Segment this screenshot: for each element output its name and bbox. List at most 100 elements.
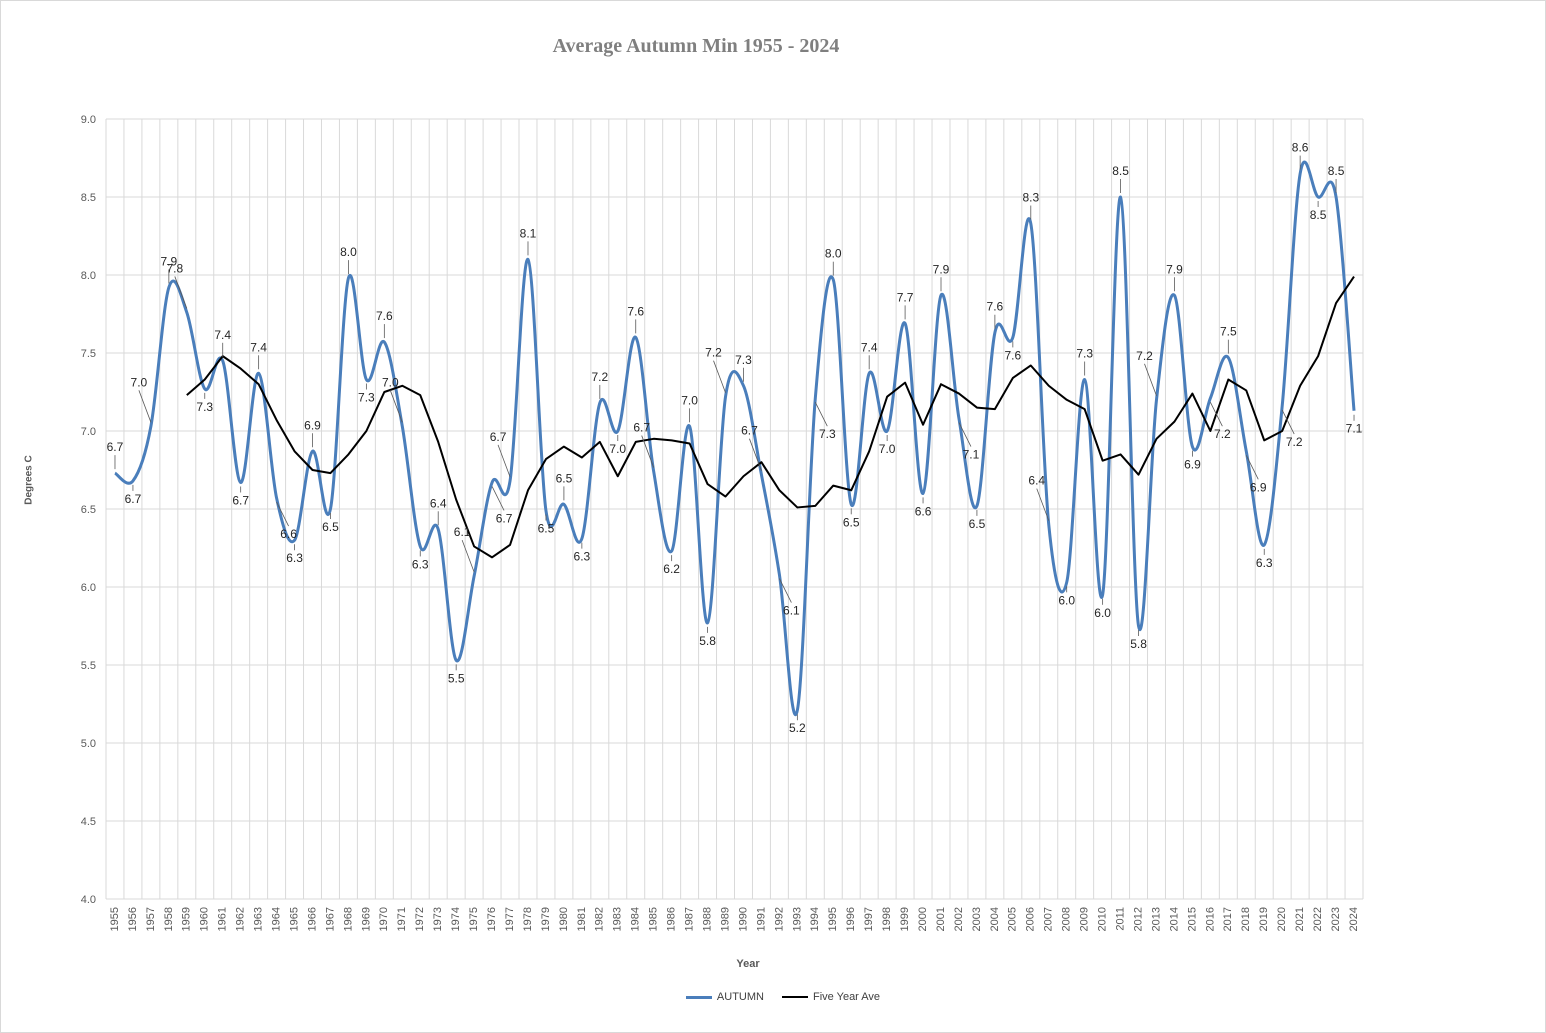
x-tick-label: 1995	[827, 907, 839, 931]
data-label: 7.6	[376, 309, 393, 323]
x-tick-label: 2011	[1114, 907, 1126, 931]
data-label-leader	[958, 422, 972, 447]
x-tick-label: 1978	[522, 907, 534, 931]
data-label: 6.6	[280, 527, 297, 541]
x-tick-label: 2015	[1186, 907, 1198, 931]
x-tick-label: 2000	[917, 907, 929, 931]
x-tick-label: 1966	[306, 907, 318, 931]
x-tick-label: 1989	[719, 907, 731, 931]
data-label: 6.7	[633, 421, 650, 435]
x-axis-label: Year	[736, 958, 760, 970]
x-tick-label: 1983	[612, 907, 624, 931]
x-tick-label: 1969	[360, 907, 372, 931]
y-tick-label: 8.0	[81, 270, 96, 282]
x-tick-label: 2012	[1132, 907, 1144, 931]
x-tick-label: 1984	[630, 907, 642, 931]
x-tick-label: 1972	[414, 907, 426, 931]
x-tick-label: 1997	[863, 907, 875, 931]
x-tick-label: 1973	[432, 907, 444, 931]
y-tick-label: 4.5	[81, 816, 96, 828]
data-label: 7.3	[196, 400, 213, 414]
data-label: 6.5	[322, 520, 339, 534]
data-label: 8.5	[1112, 164, 1129, 178]
x-tick-label: 1994	[809, 907, 821, 931]
y-tick-label: 5.5	[81, 660, 96, 672]
x-tick-label: 1957	[145, 907, 157, 931]
x-tick-label: 1988	[701, 907, 713, 931]
data-label: 7.3	[358, 391, 375, 405]
x-tick-label: 1980	[558, 907, 570, 931]
legend-swatch-autumn	[685, 995, 712, 999]
data-label: 7.4	[250, 340, 267, 354]
data-label-leader	[276, 501, 289, 527]
x-tick-label: 1967	[324, 907, 336, 931]
y-tick-label: 5.0	[81, 738, 96, 750]
legend: AUTUMN Five Year Ave	[0, 991, 1546, 1003]
data-label: 6.9	[1184, 458, 1201, 472]
data-label: 6.0	[1058, 593, 1075, 607]
x-tick-label: 1961	[217, 907, 229, 931]
data-label: 7.6	[627, 304, 644, 318]
data-label: 8.6	[1292, 141, 1309, 155]
data-label: 6.5	[556, 471, 573, 485]
x-tick-label: 1981	[576, 907, 588, 931]
data-label: 7.0	[681, 393, 698, 407]
x-tick-label: 2006	[1025, 907, 1037, 931]
x-tick-label: 2019	[1258, 907, 1270, 931]
data-label-leader	[641, 435, 655, 468]
autumn-series-line	[114, 160, 1356, 716]
x-tick-label: 1982	[594, 907, 606, 931]
data-label: 7.2	[1136, 349, 1153, 363]
x-tick-label: 1965	[288, 907, 300, 931]
data-label: 8.3	[1022, 191, 1039, 205]
x-tick-label: 2001	[935, 907, 947, 931]
data-label: 8.1	[520, 226, 537, 240]
x-tick-label: 1962	[235, 907, 247, 931]
x-tick-label: 1987	[684, 907, 696, 931]
data-label: 7.4	[861, 340, 878, 354]
x-tick-label: 1963	[253, 907, 265, 931]
x-tick-label: 2024	[1348, 907, 1360, 931]
x-tick-label: 2021	[1294, 907, 1306, 931]
y-tick-label: 4.0	[81, 894, 96, 906]
x-tick-label: 1993	[791, 907, 803, 931]
data-label: 7.2	[1286, 435, 1303, 449]
five-year-ave-line	[186, 275, 1355, 559]
y-tick-label: 8.5	[81, 192, 96, 204]
data-label: 7.0	[879, 442, 896, 456]
data-label: 6.7	[496, 511, 513, 525]
data-label: 7.7	[897, 290, 914, 304]
data-label: 6.1	[783, 604, 800, 618]
data-label: 7.9	[1166, 262, 1183, 276]
data-label-leader	[138, 390, 152, 423]
data-label: 6.7	[741, 424, 758, 438]
x-tick-label: 1956	[127, 907, 139, 931]
x-tick-label: 2009	[1079, 907, 1091, 931]
legend-swatch-five-year-ave	[781, 996, 808, 998]
data-label-leader	[1036, 488, 1050, 521]
x-tick-label: 1955	[109, 907, 121, 931]
legend-label-autumn: AUTUMN	[716, 991, 764, 1003]
data-label-leader	[749, 438, 762, 471]
y-tick-label: 9.0	[81, 114, 96, 126]
x-tick-label: 1964	[270, 907, 282, 931]
data-label: 6.3	[574, 550, 591, 564]
data-label-leader	[389, 390, 403, 423]
x-tick-label: 1999	[899, 907, 911, 931]
legend-item-five-year-ave: Five Year Ave	[781, 991, 881, 1003]
x-tick-label: 2008	[1061, 907, 1073, 931]
x-tick-label: 1971	[396, 907, 408, 931]
data-label: 7.8	[166, 261, 183, 275]
data-label: 7.9	[161, 254, 178, 268]
x-tick-label: 2014	[1168, 907, 1180, 931]
x-tick-label: 1974	[450, 907, 462, 931]
legend-label-five-year-ave: Five Year Ave	[812, 991, 881, 1003]
y-tick-label: 7.0	[81, 426, 96, 438]
x-tick-label: 1975	[468, 907, 480, 931]
data-label: 7.5	[1220, 325, 1237, 339]
data-label: 6.3	[286, 551, 303, 565]
y-tick-label: 7.5	[81, 348, 96, 360]
data-label: 6.5	[843, 515, 860, 529]
